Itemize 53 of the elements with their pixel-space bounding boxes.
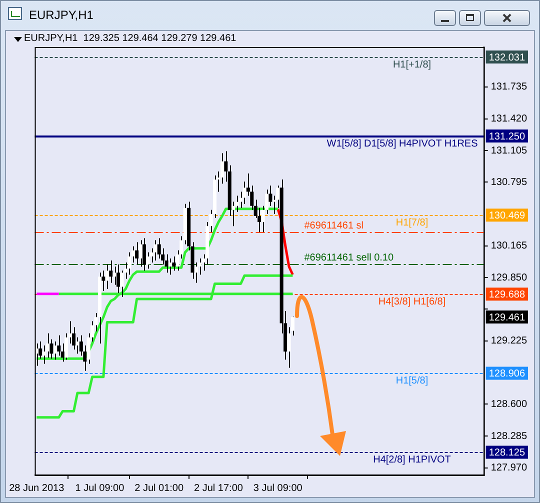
ref-line-label: H1[5/8] — [396, 375, 428, 386]
candlestick — [112, 266, 116, 286]
text: 128.906 — [488, 368, 526, 380]
text: 129.461 — [488, 312, 526, 324]
ref-line-label: H1[7/8] — [396, 217, 428, 228]
ref-line-label: #69611461 sell 0.10 — [304, 252, 394, 264]
candlestick — [53, 340, 57, 360]
candlestick — [157, 238, 161, 259]
y-tick-label: 131.735 — [490, 82, 528, 93]
x-tick-label: 28 Jun 2013 — [9, 482, 65, 494]
ref-line-label: H4[2/8] H1PIVOT — [373, 454, 451, 466]
candlestick — [109, 260, 113, 284]
candlestick — [42, 344, 46, 364]
candlestick — [105, 264, 109, 290]
candlestick — [57, 334, 61, 356]
y-tick-label: 131.105 — [490, 145, 528, 156]
text: 132.031 — [488, 52, 526, 64]
y-tick-label: 128.600 — [490, 398, 528, 410]
candlestick — [154, 240, 158, 261]
x-tick-label: 2 Jul 17:00 — [194, 482, 244, 494]
candlestick — [128, 252, 132, 276]
chart-title: EURJPY,H1 — [29, 8, 94, 22]
text: 131.250 — [488, 131, 526, 142]
candlestick — [135, 242, 139, 266]
y-tick-label: 128.285 — [490, 430, 528, 442]
candlestick — [242, 181, 246, 204]
text: 128.125 — [488, 447, 526, 458]
candlestick — [116, 264, 120, 294]
text: 130.469 — [488, 210, 526, 222]
y-tick-label: 130.795 — [490, 176, 528, 188]
y-tick-label: 127.970 — [490, 462, 528, 474]
y-tick-label: 131.420 — [490, 114, 528, 125]
x-tick-label: 2 Jul 01:00 — [134, 482, 184, 494]
x-tick-label: 1 Jul 09:00 — [75, 482, 125, 494]
ref-line-label: H1[+1/8] — [392, 59, 432, 70]
y-tick-label: 130.165 — [490, 240, 528, 252]
chart-title: EURJPY,H1 129.325 129.464 129.279 129.461 — [24, 33, 236, 44]
candlestick — [172, 256, 176, 272]
y-tick-label: 129.850 — [490, 272, 528, 284]
candlestick — [120, 270, 124, 298]
candlestick — [138, 240, 142, 268]
candlestick — [102, 270, 106, 292]
candlestick — [268, 185, 272, 206]
candlestick — [142, 238, 146, 272]
candlestick — [64, 332, 68, 360]
ref-line-label: #69611461 sl — [304, 220, 364, 232]
candlestick — [76, 336, 80, 354]
ref-line-label: H4[3/8] H1[6/8] — [378, 296, 446, 308]
candlestick — [168, 258, 172, 276]
ref-line-label: W1[5/8] D1[5/8] H4PIVOT H1RES — [326, 138, 478, 150]
y-tick-label: 129.225 — [490, 336, 528, 347]
x-tick-label: 3 Jul 09:00 — [253, 482, 303, 494]
text: 129.688 — [488, 289, 526, 300]
